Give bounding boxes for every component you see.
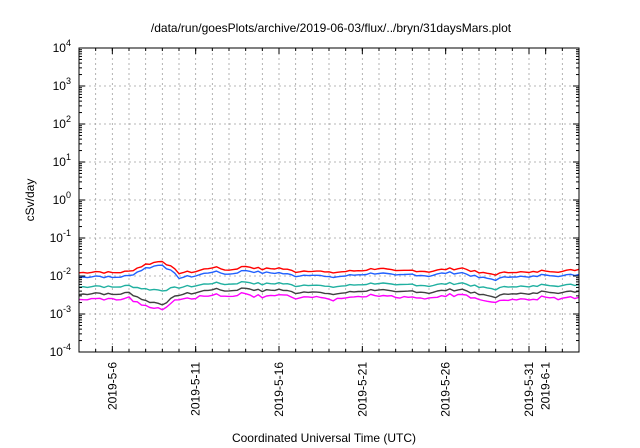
series-line-4 (78, 287, 580, 306)
y-tick-label: 100 (53, 190, 71, 207)
y-tick-label: 101 (53, 152, 71, 169)
x-tick-label: 2019-5-21 (355, 362, 369, 417)
x-tick-label: 2019-5-26 (439, 362, 453, 417)
series-line-5 (78, 292, 580, 311)
y-tick-label: 103 (53, 76, 71, 93)
chart-title: /data/run/goesPlots/archive/2019-06-03/f… (151, 21, 512, 35)
series-layer (78, 260, 580, 311)
y-tick-labels: 10-4 10-3 10-2 10-1 100 101 102 103 104 (50, 38, 71, 359)
series-line-2 (78, 264, 580, 282)
x-tick-label: 2019-5-11 (189, 362, 203, 416)
ticks (79, 47, 579, 353)
series-line-3 (78, 281, 580, 292)
y-tick-label: 10-2 (50, 266, 71, 283)
x-tick-label: 2019-5-6 (105, 362, 119, 410)
x-tick-label: 2019-6-1 (539, 362, 553, 410)
x-tick-label: 2019-5-16 (272, 362, 286, 417)
y-tick-label: 10-4 (50, 342, 71, 359)
x-axis-label: Coordinated Universal Time (UTC) (232, 431, 416, 445)
y-tick-label: 10-3 (50, 304, 71, 321)
y-tick-label: 104 (53, 38, 71, 55)
y-axis-label: cSv/day (23, 179, 37, 222)
y-tick-label: 10-1 (50, 228, 71, 245)
y-tick-label: 102 (53, 114, 71, 131)
x-tick-labels: 2019-5-6 2019-5-11 2019-5-16 2019-5-21 2019-… (105, 362, 552, 417)
series-line-1 (78, 260, 580, 276)
grid (79, 48, 579, 352)
x-tick-label: 2019-5-31 (522, 362, 536, 417)
